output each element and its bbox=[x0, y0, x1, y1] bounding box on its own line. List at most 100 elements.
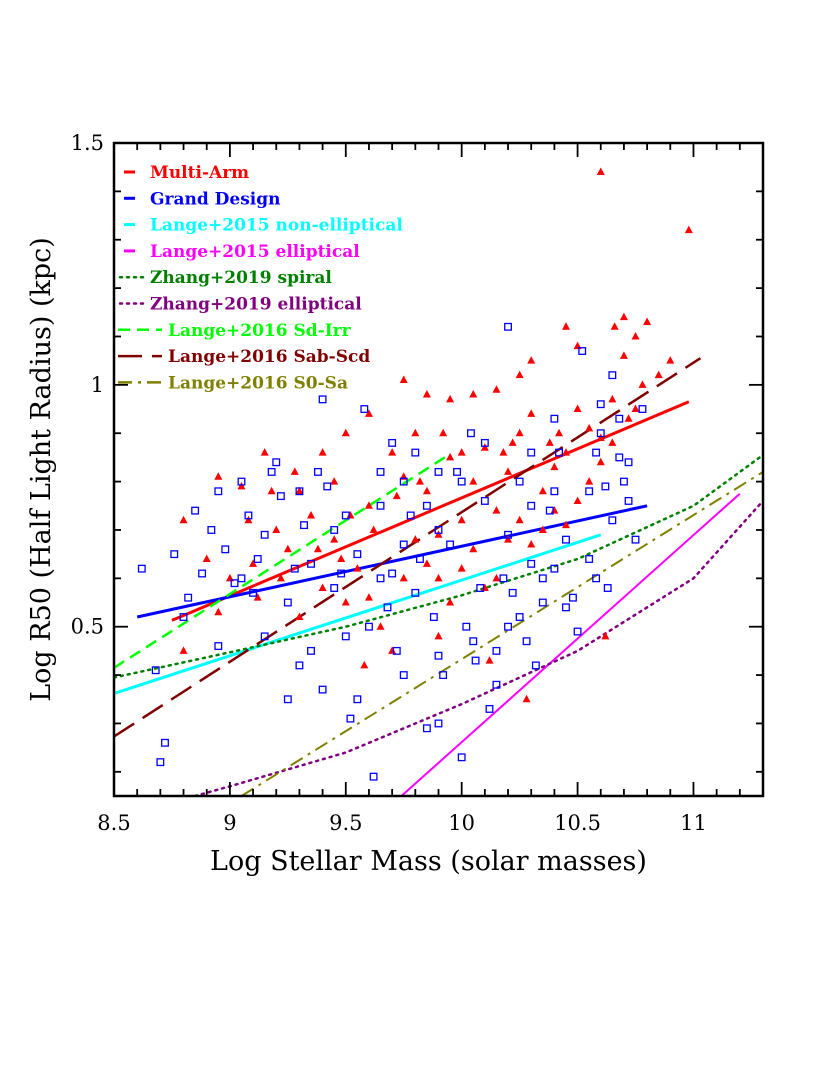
grand-design-point bbox=[522, 637, 531, 646]
grand-design-point bbox=[550, 414, 559, 423]
multi-arm-point bbox=[585, 423, 594, 432]
multi-arm-point bbox=[341, 598, 350, 606]
legend-label: Lange+2016 Sd-Irr bbox=[168, 321, 352, 341]
y-tick-label: 0.5 bbox=[71, 615, 104, 639]
multi-arm-point bbox=[415, 477, 424, 485]
multi-arm-point bbox=[434, 573, 443, 582]
grand-design-point bbox=[469, 637, 478, 646]
grand-design-point bbox=[337, 569, 346, 578]
multi-arm-point bbox=[654, 370, 663, 379]
grand-design-point bbox=[267, 467, 276, 476]
multi-arm-point bbox=[608, 438, 617, 446]
grand-design-point bbox=[422, 501, 431, 510]
multi-arm-point bbox=[619, 312, 628, 321]
multi-arm-point bbox=[545, 438, 554, 446]
grand-design-point bbox=[399, 671, 408, 680]
multi-arm-point bbox=[411, 428, 420, 437]
grand-design-point bbox=[249, 588, 258, 597]
grand-design-point bbox=[492, 680, 501, 689]
grand-design-point bbox=[499, 574, 508, 583]
multi-arm-point bbox=[376, 622, 385, 630]
multi-arm-point bbox=[457, 564, 466, 572]
multi-arm-point bbox=[561, 322, 570, 330]
grand-design-point bbox=[191, 506, 200, 515]
line-lange-2016-s0-sa bbox=[240, 471, 763, 796]
grand-design-point bbox=[365, 622, 373, 631]
y-tick-label: 1.5 bbox=[71, 131, 104, 155]
grand-design-point bbox=[366, 798, 373, 805]
multi-arm-point bbox=[313, 544, 322, 553]
grand-design-point bbox=[137, 564, 146, 573]
grand-design-point bbox=[592, 574, 601, 583]
grand-design-point bbox=[399, 477, 408, 486]
grand-design-point bbox=[399, 540, 408, 549]
grand-design-point bbox=[214, 642, 223, 651]
grand-design-point bbox=[307, 646, 315, 655]
multi-arm-point bbox=[596, 167, 605, 176]
grand-design-point bbox=[346, 714, 355, 723]
grand-design-point bbox=[592, 448, 601, 457]
grand-design-point bbox=[283, 598, 292, 607]
multi-arm-point bbox=[527, 356, 536, 364]
line-lange-2016-sd-irr bbox=[114, 452, 451, 669]
multi-arm-point bbox=[267, 486, 276, 495]
multi-arm-point bbox=[555, 428, 564, 437]
legend-label: Multi-Arm bbox=[150, 163, 249, 183]
grand-design-point bbox=[515, 613, 524, 621]
multi-arm-point bbox=[422, 486, 431, 495]
grand-design-point bbox=[221, 545, 230, 554]
grand-design-point bbox=[446, 540, 455, 549]
multi-arm-point bbox=[469, 544, 478, 553]
multi-arm-point bbox=[643, 317, 652, 325]
multi-arm-point bbox=[260, 448, 269, 456]
multi-arm-point bbox=[596, 433, 605, 442]
grand-design-point bbox=[156, 758, 165, 767]
multi-arm-point bbox=[330, 535, 339, 543]
grand-design-point bbox=[323, 482, 332, 491]
grand-design-point bbox=[508, 588, 517, 597]
grand-design-point bbox=[457, 477, 466, 486]
y-tick-label: 1 bbox=[91, 373, 104, 397]
grand-design-point bbox=[615, 414, 624, 423]
multi-arm-point bbox=[179, 646, 188, 654]
multi-arm-point bbox=[666, 356, 675, 364]
multi-arm-point bbox=[341, 428, 350, 437]
multi-arm-point bbox=[585, 477, 594, 485]
line-grand-design bbox=[136, 504, 648, 619]
grand-design-point bbox=[624, 496, 633, 505]
grand-design-point bbox=[434, 651, 443, 660]
multi-arm-point bbox=[295, 612, 304, 621]
x-tick-label: 8.5 bbox=[97, 811, 130, 835]
grand-design-point bbox=[608, 371, 617, 380]
x-axis-title: Log Stellar Mass (solar masses) bbox=[210, 846, 647, 877]
multi-arm-point bbox=[492, 385, 501, 393]
multi-arm-point bbox=[353, 564, 362, 572]
grand-design-point bbox=[244, 511, 253, 520]
grand-design-point bbox=[369, 772, 378, 781]
multi-arm-point bbox=[249, 559, 258, 567]
multi-arm-point bbox=[457, 515, 466, 524]
grand-design-point bbox=[573, 627, 582, 636]
multi-arm-point bbox=[411, 535, 420, 543]
multi-arm-point bbox=[422, 559, 431, 567]
grand-design-point bbox=[341, 632, 350, 641]
multi-arm-point bbox=[399, 573, 408, 582]
legend-label: Lange+2015 non-elliptical bbox=[150, 216, 403, 236]
multi-arm-point bbox=[446, 598, 455, 606]
multi-arm-point bbox=[434, 631, 443, 640]
multi-arm-point bbox=[439, 428, 448, 437]
grand-design-point bbox=[422, 724, 431, 733]
multi-arm-point bbox=[318, 583, 327, 592]
grand-design-point bbox=[527, 501, 536, 510]
grand-design-point bbox=[341, 511, 350, 520]
grand-design-point bbox=[585, 555, 594, 563]
grand-design-point bbox=[330, 584, 339, 592]
grand-design-point bbox=[480, 438, 489, 447]
grand-design-point bbox=[527, 559, 536, 568]
multi-arm-point bbox=[276, 573, 285, 582]
legend-label: Zhang+2019 spiral bbox=[150, 268, 332, 288]
grand-design-point bbox=[631, 535, 640, 544]
grand-design-point bbox=[307, 559, 315, 568]
grand-design-point bbox=[214, 487, 223, 496]
multi-arm-point bbox=[446, 452, 455, 461]
